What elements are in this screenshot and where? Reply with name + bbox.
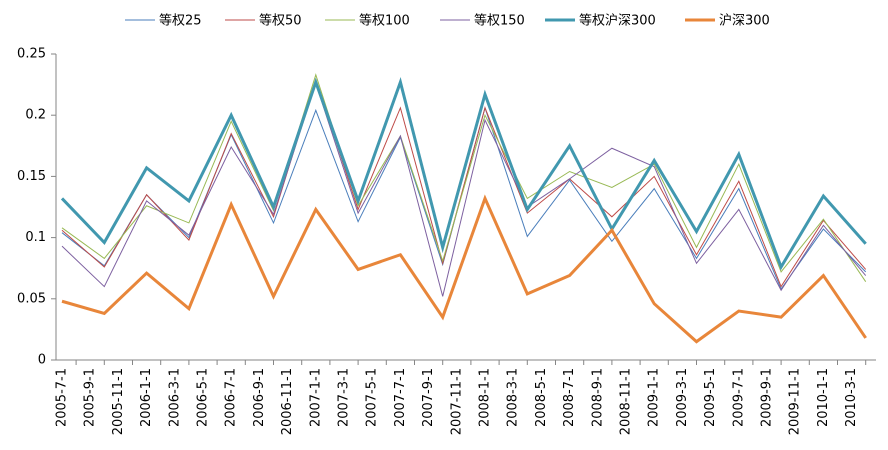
- x-tick-label: 2009-5-1: [703, 368, 718, 427]
- x-tick-label: 2005-11-1: [111, 368, 126, 435]
- x-tick-label: 2009-11-1: [788, 368, 803, 435]
- y-tick-label: 0.2: [25, 108, 46, 123]
- x-tick-label: 2007-7-1: [393, 368, 408, 427]
- x-tick-label: 2007-1-1: [308, 368, 323, 427]
- x-tick-label: 2010-1-1: [816, 368, 831, 427]
- legend: 等权25 等权50 等权100 等权150 等权沪深300 沪深300: [125, 13, 770, 29]
- legend-label: 等权150: [474, 13, 525, 29]
- x-tick-label: 2009-9-1: [760, 368, 775, 427]
- x-tick-label: 2006-3-1: [167, 368, 182, 427]
- x-tick-label: 2007-9-1: [421, 368, 436, 427]
- x-tick-label: 2008-9-1: [590, 368, 605, 427]
- x-tick-label: 2005-9-1: [83, 368, 98, 427]
- x-tick-label: 2009-7-1: [731, 368, 746, 427]
- x-tick-label: 2009-3-1: [675, 368, 690, 427]
- x-tick-label: 2008-3-1: [506, 368, 521, 427]
- y-tick-label: 0.15: [17, 169, 46, 184]
- x-tick-label: 2008-7-1: [562, 368, 577, 427]
- legend-label: 等权100: [359, 13, 410, 29]
- legend-label: 沪深300: [719, 13, 770, 29]
- x-tick-label: 2008-5-1: [534, 368, 549, 427]
- legend-label: 等权25: [159, 13, 202, 29]
- x-tick-label: 2007-5-1: [365, 368, 380, 427]
- x-tick-label: 2007-11-1: [449, 368, 464, 435]
- x-tick-label: 2009-1-1: [647, 368, 662, 427]
- y-tick-label: 0: [38, 353, 46, 368]
- x-tick-label: 2006-7-1: [224, 368, 239, 427]
- y-tick-label: 0.05: [17, 291, 46, 306]
- series-line: [60, 77, 867, 271]
- x-tick-label: 2005-7-1: [55, 368, 70, 427]
- series-line: [61, 81, 867, 297]
- y-tick-label: 0.25: [17, 47, 46, 62]
- x-tick-label: 2006-11-1: [280, 368, 295, 435]
- y-tick-label: 0.1: [25, 230, 46, 245]
- x-tick-label: 2007-3-1: [337, 368, 352, 427]
- x-tick-label: 2008-11-1: [619, 368, 634, 435]
- x-tick-label: 2010-3-1: [844, 368, 859, 427]
- x-tick-label: 2006-1-1: [139, 368, 154, 427]
- x-tick-label: 2006-5-1: [196, 368, 211, 427]
- x-tick-label: 2008-1-1: [478, 368, 493, 427]
- series-line: [61, 73, 867, 282]
- legend-label: 等权沪深300: [579, 13, 656, 29]
- series-line: [61, 194, 867, 344]
- x-tick-label: 2006-9-1: [252, 368, 267, 427]
- series-line: [61, 78, 867, 288]
- legend-label: 等权50: [259, 13, 302, 29]
